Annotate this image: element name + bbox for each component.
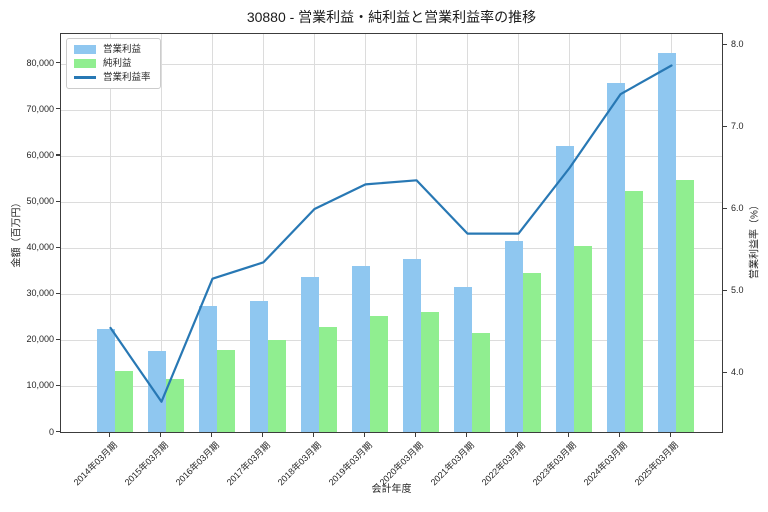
gridline-horizontal <box>60 155 722 157</box>
gridline-horizontal <box>60 294 722 296</box>
legend-item-label: 営業利益率 <box>103 72 151 83</box>
legend-item-label: 営業利益 <box>103 44 142 55</box>
y-axis-tick-mark-left <box>55 431 60 433</box>
y-axis-tick-mark-left <box>55 108 60 110</box>
x-axis-tick-mark <box>312 432 314 437</box>
y-axis-tick-mark-right <box>723 125 727 127</box>
bar-net-profit <box>115 371 133 433</box>
y-axis-tick-mark-right <box>723 43 727 45</box>
y-axis-tick-mark-left <box>55 200 60 202</box>
plot-area <box>59 33 723 433</box>
y-axis-tick-mark-left <box>55 154 60 156</box>
gridline-vertical <box>314 34 315 432</box>
y-axis-tick-mark-right <box>723 207 727 209</box>
legend-bar-swatch <box>74 59 96 68</box>
bar-operating-profit <box>352 266 370 433</box>
bar-operating-profit <box>97 329 115 433</box>
bar-net-profit <box>319 327 337 433</box>
bar-operating-profit <box>607 83 625 433</box>
y-axis-tick-label-right: 6.0 <box>731 203 744 213</box>
y-axis-tick-mark-left <box>55 292 60 294</box>
gridline-horizontal <box>60 202 722 203</box>
bar-net-profit <box>217 349 235 433</box>
legend-bar-swatch <box>74 45 96 54</box>
bar-operating-profit <box>148 351 166 433</box>
y-axis-tick-mark-right <box>723 289 727 291</box>
y-axis-tick-mark-left <box>55 338 60 340</box>
legend-line-swatch <box>74 76 96 79</box>
y-axis-label-left: 金額（百万円） <box>11 197 23 268</box>
bar-net-profit <box>625 191 643 433</box>
gridline-horizontal <box>60 340 722 342</box>
bar-net-profit <box>472 333 490 433</box>
y-axis-label-right: 営業利益率（%） <box>749 200 761 279</box>
bar-operating-profit <box>505 241 523 433</box>
legend: 営業利益純利益営業利益率 <box>66 38 161 89</box>
x-axis-tick-mark <box>261 432 263 437</box>
bar-operating-profit <box>454 287 472 433</box>
x-axis-tick-label: 2025年03月期 <box>632 439 681 487</box>
y-axis-tick-label-left: 60,000 <box>26 149 54 160</box>
y-axis-tick-label-left: 20,000 <box>26 334 54 345</box>
y-axis-tick-label-left: 80,000 <box>26 57 54 68</box>
y-axis-tick-label-left: 10,000 <box>26 380 54 391</box>
x-axis-tick-mark <box>414 432 416 437</box>
bar-net-profit <box>676 180 694 433</box>
y-axis-tick-label-right: 5.0 <box>731 285 744 295</box>
y-axis-tick-mark-right <box>723 371 727 373</box>
bar-net-profit <box>166 379 184 433</box>
y-axis-tick-mark-left <box>55 62 60 64</box>
y-axis-tick-mark-left <box>55 246 60 248</box>
bar-net-profit <box>574 245 592 433</box>
y-axis-tick-label-left: 0 <box>48 426 54 437</box>
y-axis-tick-label-left: 50,000 <box>26 196 54 206</box>
legend-item: 営業利益 <box>74 44 151 55</box>
x-axis-label: 会計年度 <box>371 484 412 495</box>
gridline-vertical <box>161 34 162 432</box>
x-axis-tick-mark <box>210 432 212 437</box>
legend-item: 純利益 <box>74 58 151 69</box>
bar-net-profit <box>268 340 286 433</box>
chart-title: 30880 - 営業利益・純利益と営業利益率の推移 <box>246 9 537 25</box>
x-axis-tick-mark <box>465 432 467 437</box>
bar-operating-profit <box>301 277 319 433</box>
y-axis-tick-label-left: 30,000 <box>26 288 54 299</box>
bar-net-profit <box>523 273 541 433</box>
x-axis-tick-mark <box>363 432 365 437</box>
gridline-vertical <box>263 34 264 432</box>
x-axis-tick-mark <box>108 432 110 437</box>
y-axis-tick-label-right: 7.0 <box>731 121 744 131</box>
bar-net-profit <box>421 311 439 433</box>
y-axis-tick-label-left: 70,000 <box>26 103 54 114</box>
legend-item: 営業利益率 <box>74 72 151 83</box>
gridline-horizontal <box>60 248 722 250</box>
x-axis-tick-mark <box>567 432 569 437</box>
y-axis-tick-label-right: 4.0 <box>731 367 744 377</box>
bar-operating-profit <box>199 306 217 433</box>
bar-operating-profit <box>250 301 268 433</box>
x-axis-tick-mark <box>618 432 620 437</box>
gridline-vertical <box>212 34 213 432</box>
bar-net-profit <box>370 316 388 433</box>
gridline-vertical <box>365 34 366 432</box>
x-axis-tick-mark <box>669 432 671 437</box>
gridline-horizontal <box>60 386 722 388</box>
x-axis-tick-mark <box>159 432 161 437</box>
gridline-horizontal <box>60 63 722 65</box>
legend-item-label: 純利益 <box>103 58 132 69</box>
gridline-horizontal <box>60 109 722 111</box>
bar-operating-profit <box>658 53 676 433</box>
y-axis-tick-label-left: 40,000 <box>26 242 54 253</box>
bar-operating-profit <box>556 145 574 433</box>
gridline-vertical <box>110 34 111 432</box>
y-axis-tick-label-right: 8.0 <box>731 39 744 49</box>
operating-margin-line <box>108 64 673 403</box>
gridline-vertical <box>416 34 417 432</box>
x-axis-tick-mark <box>516 432 518 437</box>
y-axis-tick-mark-left <box>55 384 60 387</box>
bar-operating-profit <box>403 258 421 433</box>
